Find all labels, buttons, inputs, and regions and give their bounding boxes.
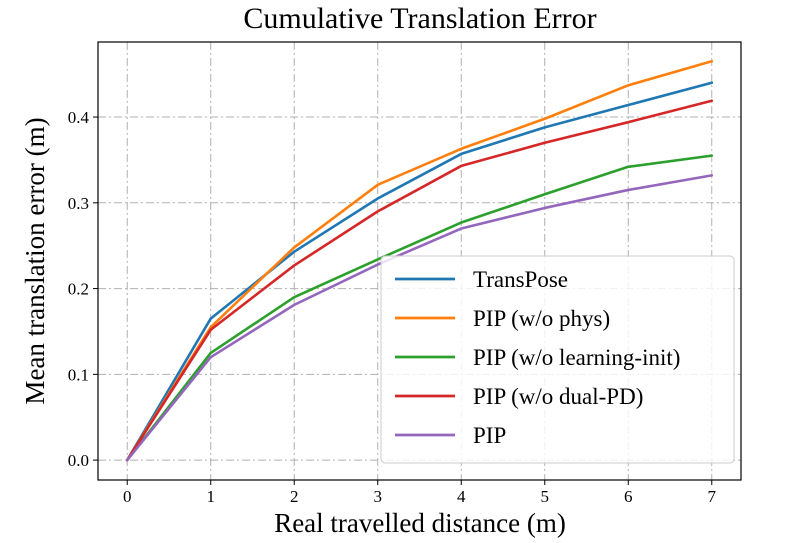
x-tick-label: 0 xyxy=(123,487,132,506)
series-line-pip-w-o-dual-pd xyxy=(125,99,714,462)
legend-box xyxy=(380,255,735,464)
x-tick-label: 1 xyxy=(206,487,215,506)
y-tick-label: 0.1 xyxy=(68,365,89,384)
series-line-pip-w-o-phys xyxy=(125,59,714,462)
x-tick-label: 6 xyxy=(624,487,633,506)
chart-title: Cumulative Translation Error xyxy=(243,2,596,35)
x-tick-label: 2 xyxy=(290,487,299,506)
legend-label: PIP xyxy=(473,423,506,448)
legend-label: PIP (w/o learning-init) xyxy=(473,345,680,370)
y-tick-label: 0.3 xyxy=(68,194,89,213)
series-line-pip xyxy=(125,174,714,462)
y-tick-label: 0.2 xyxy=(68,280,89,299)
series-line-pip-w-o-learning-init xyxy=(125,154,714,462)
plot-frame xyxy=(97,41,742,481)
x-tick-label: 5 xyxy=(541,487,550,506)
legend-label: PIP (w/o phys) xyxy=(473,306,610,331)
legend-label: PIP (w/o dual-PD) xyxy=(473,384,643,409)
x-axis-label: Real travelled distance (m) xyxy=(274,508,566,538)
x-tick-label: 4 xyxy=(457,487,466,506)
series-line-transpose xyxy=(125,81,714,462)
x-tick-label: 3 xyxy=(373,487,382,506)
series-lines xyxy=(125,59,714,462)
axis-ticks: 0 1 2 3 4 5 6 7 0.0 0.1 0.2 0.3 0.4 xyxy=(68,108,717,506)
y-tick-label: 0.0 xyxy=(68,451,89,470)
legend-label: TransPose xyxy=(473,267,568,292)
y-axis-label: Mean translation error (m) xyxy=(20,117,50,404)
y-tick-label: 0.4 xyxy=(68,108,90,127)
x-tick-label: 7 xyxy=(708,487,717,506)
legend: TransPose PIP (w/o phys) PIP (w/o learning… xyxy=(380,255,735,464)
